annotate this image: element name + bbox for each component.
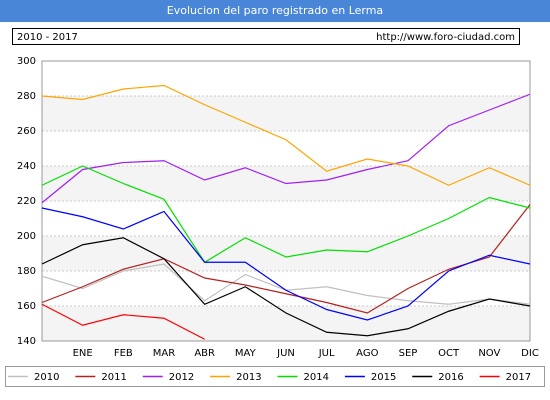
legend-label: 2011 (101, 372, 126, 383)
plot-border (41, 60, 531, 342)
x-tick-label: AGO (356, 348, 378, 359)
y-tick-label: 180 (17, 266, 36, 277)
series-line (41, 204, 531, 314)
legend-label: 2017 (506, 372, 531, 383)
y-tick-label: 220 (17, 196, 36, 207)
grid-band (42, 96, 530, 131)
legend-box (5, 366, 545, 387)
x-tick-label: SEP (399, 348, 418, 359)
grid-band (42, 236, 530, 271)
x-tick-label: JUN (276, 348, 295, 359)
chart-title: Evolucion del paro registrado en Lerma (167, 4, 383, 17)
legend-label: 2012 (169, 372, 194, 383)
x-tick-label: ABR (194, 348, 215, 359)
x-tick-label: DIC (521, 348, 539, 359)
x-tick-label: JUL (318, 348, 335, 359)
x-tick-label: MAY (235, 348, 257, 359)
series-line (41, 93, 531, 204)
y-tick-label: 260 (17, 126, 36, 137)
legend-label: 2010 (34, 372, 59, 383)
y-tick-label: 240 (17, 161, 36, 172)
x-tick-label: FEB (114, 348, 133, 359)
source: http://www.foro-ciudad.com (376, 32, 515, 43)
series-line (41, 207, 531, 321)
grid-band (42, 306, 530, 341)
legend-label: 2015 (371, 372, 396, 383)
x-tick-label: NOV (478, 348, 500, 359)
y-tick-label: 160 (17, 301, 36, 312)
series-line (41, 165, 531, 264)
x-tick-label: ENE (73, 348, 93, 359)
series-line (41, 303, 205, 340)
legend-label: 2013 (236, 372, 261, 383)
y-tick-label: 300 (17, 56, 36, 67)
subtitle: 2010 - 2017 (17, 32, 78, 43)
legend-label: 2016 (438, 372, 463, 383)
info-box (12, 28, 520, 45)
series-line (41, 84, 531, 186)
y-tick-label: 200 (17, 231, 36, 242)
x-tick-label: MAR (153, 348, 175, 359)
title-bar (0, 0, 550, 22)
series-line (41, 237, 531, 337)
x-tick-label: OCT (438, 348, 460, 359)
y-tick-label: 140 (17, 336, 36, 347)
legend-label: 2014 (304, 372, 329, 383)
y-tick-label: 280 (17, 91, 36, 102)
